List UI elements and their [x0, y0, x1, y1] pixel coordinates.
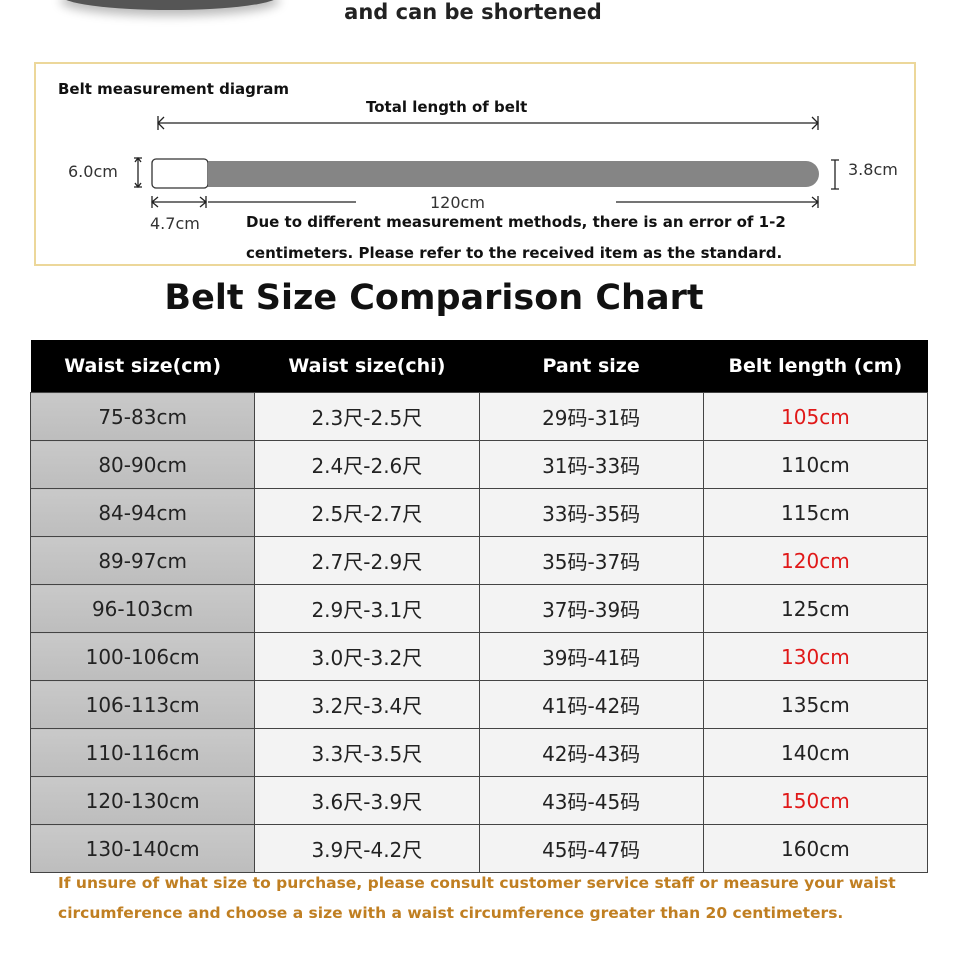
waist-chi-cell: 3.3尺-3.5尺: [254, 728, 480, 777]
belt-length-cell: 110cm: [702, 440, 929, 489]
waist-chi-cell: 3.6尺-3.9尺: [254, 776, 480, 825]
pant-size-cell: 45码-47码: [478, 824, 704, 873]
waist-cm-cell: 130-140cm: [29, 824, 256, 873]
table-row: 75-83cm 2.3尺-2.5尺 29码-31码 105cm: [29, 392, 929, 441]
diagram-note-2: centimeters. Please refer to the receive…: [246, 244, 783, 262]
waist-cm-cell: 89-97cm: [29, 536, 256, 585]
header-belt-length: Belt length (cm): [703, 340, 928, 393]
belt-length-cell: 105cm: [702, 392, 929, 441]
length-label: 120cm: [430, 193, 485, 212]
waist-cm-cell: 75-83cm: [29, 392, 256, 441]
table-row: 80-90cm 2.4尺-2.6尺 31码-33码 110cm: [29, 440, 929, 489]
table-row: 130-140cm 3.9尺-4.2尺 45码-47码 160cm: [29, 824, 929, 873]
waist-cm-cell: 80-90cm: [29, 440, 256, 489]
table-row: 110-116cm 3.3尺-3.5尺 42码-43码 140cm: [29, 728, 929, 777]
belt-diagram: Belt measurement diagram Total length of…: [34, 62, 916, 266]
waist-chi-cell: 2.4尺-2.6尺: [254, 440, 480, 489]
belt-drawing: [134, 116, 839, 208]
buckle-width-label: 4.7cm: [150, 214, 200, 233]
waist-chi-cell: 3.0尺-3.2尺: [254, 632, 480, 681]
belt-length-cell: 120cm: [702, 536, 929, 585]
table-header-row: Waist size(cm) Waist size(chi) Pant size…: [30, 340, 928, 393]
pant-size-cell: 31码-33码: [478, 440, 704, 489]
waist-chi-cell: 2.5尺-2.7尺: [254, 488, 480, 537]
pant-size-cell: 41码-42码: [478, 680, 704, 729]
waist-cm-cell: 100-106cm: [29, 632, 256, 681]
belt-length-cell: 160cm: [702, 824, 929, 873]
belt-length-cell: 130cm: [702, 632, 929, 681]
pant-size-cell: 43码-45码: [478, 776, 704, 825]
height-right-label: 3.8cm: [848, 160, 898, 179]
waist-cm-cell: 84-94cm: [29, 488, 256, 537]
diagram-title: Belt measurement diagram: [58, 80, 290, 98]
waist-chi-cell: 2.7尺-2.9尺: [254, 536, 480, 585]
belt-length-cell: 150cm: [702, 776, 929, 825]
table-row: 106-113cm 3.2尺-3.4尺 41码-42码 135cm: [29, 680, 929, 729]
diagram-note-1: Due to different measurement methods, th…: [246, 213, 786, 231]
footer-note: If unsure of what size to purchase, plea…: [58, 874, 896, 922]
height-left-label: 6.0cm: [68, 162, 118, 181]
length-arrow: [208, 196, 820, 208]
pant-size-cell: 33码-35码: [478, 488, 704, 537]
product-image-fragment: [60, 0, 280, 10]
table-row: 96-103cm 2.9尺-3.1尺 37码-39码 125cm: [29, 584, 929, 633]
height-right-arrow: [831, 159, 839, 190]
belt-length-cell: 125cm: [702, 584, 929, 633]
buckle-width-arrow: [150, 196, 208, 208]
size-table: Waist size(cm) Waist size(chi) Pant size…: [29, 340, 929, 873]
belt-length-cell: 140cm: [702, 728, 929, 777]
table-row: 84-94cm 2.5尺-2.7尺 33码-35码 115cm: [29, 488, 929, 537]
table-row: 100-106cm 3.0尺-3.2尺 39码-41码 130cm: [29, 632, 929, 681]
pant-size-cell: 42码-43码: [478, 728, 704, 777]
pant-size-cell: 37码-39码: [478, 584, 704, 633]
header-pant-size: Pant size: [479, 340, 704, 393]
header-waist-chi: Waist size(chi): [254, 340, 479, 393]
strap: [208, 161, 819, 187]
pant-size-cell: 39码-41码: [478, 632, 704, 681]
waist-cm-cell: 96-103cm: [29, 584, 256, 633]
waist-chi-cell: 3.9尺-4.2尺: [254, 824, 480, 873]
waist-cm-cell: 120-130cm: [29, 776, 256, 825]
waist-cm-cell: 110-116cm: [29, 728, 256, 777]
header-waist-cm: Waist size(cm): [30, 340, 255, 393]
belt-length-cell: 135cm: [702, 680, 929, 729]
table-row: 89-97cm 2.7尺-2.9尺 35码-37码 120cm: [29, 536, 929, 585]
pant-size-cell: 29码-31码: [478, 392, 704, 441]
waist-chi-cell: 2.3尺-2.5尺: [254, 392, 480, 441]
buckle: [151, 158, 209, 189]
total-length-label: Total length of belt: [366, 98, 528, 116]
waist-chi-cell: 2.9尺-3.1尺: [254, 584, 480, 633]
table-row: 120-130cm 3.6尺-3.9尺 43码-45码 150cm: [29, 776, 929, 825]
belt-length-cell: 115cm: [702, 488, 929, 537]
pant-size-cell: 35码-37码: [478, 536, 704, 585]
height-left-arrow: [134, 156, 142, 189]
waist-cm-cell: 106-113cm: [29, 680, 256, 729]
chart-title: Belt Size Comparison Chart: [164, 278, 704, 318]
header-text: and can be shortened: [344, 0, 602, 24]
waist-chi-cell: 3.2尺-3.4尺: [254, 680, 480, 729]
